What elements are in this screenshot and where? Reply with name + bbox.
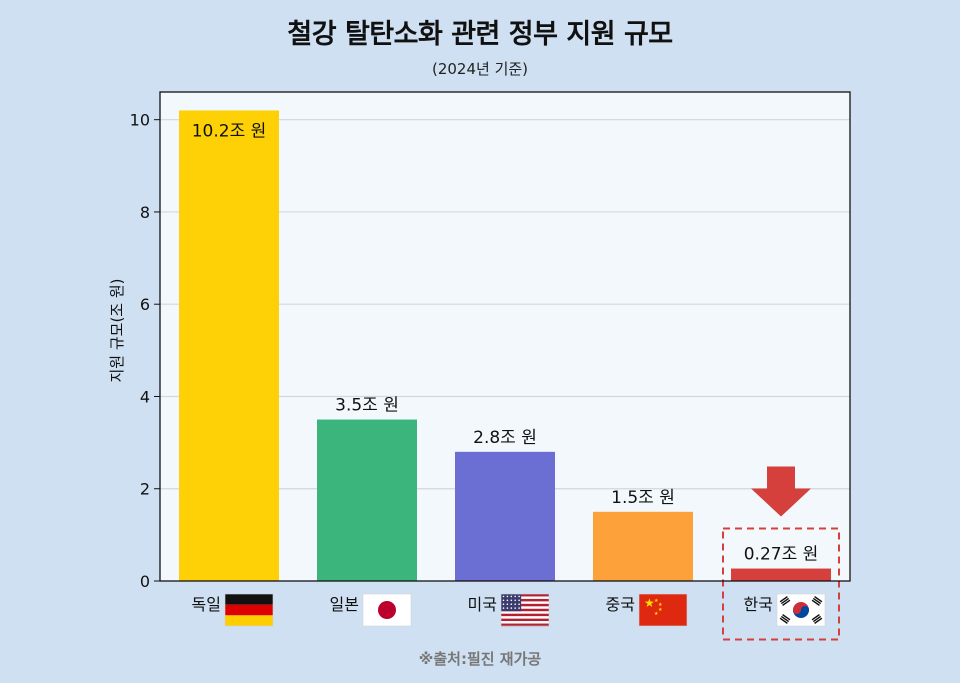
category-label: 일본 [330, 595, 359, 614]
category-axis: 독일 일본 미국 중국 ★ ★★★★ 한국 [192, 593, 826, 627]
category-label: 한국 [744, 595, 773, 614]
bar-1 [317, 419, 417, 581]
china-flag: ★ ★★★★ [638, 593, 688, 627]
japan-flag [362, 593, 412, 627]
data-label: 3.5조 원 [335, 396, 399, 416]
svg-text:★: ★ [658, 602, 663, 608]
data-labels: 10.2조 원 3.5조 원 2.8조 원 1.5조 원 0.27조 원 [192, 121, 819, 564]
usa-flag [500, 593, 550, 627]
korea-flag [776, 593, 826, 627]
y-axis-label: 지원 규모(조 원) [108, 278, 126, 382]
source-note: ※출처:필진 재가공 [418, 650, 542, 668]
category-label: 미국 [468, 595, 497, 614]
germany-flag [224, 593, 274, 627]
category-label: 중국 [606, 595, 635, 614]
svg-text:★: ★ [654, 611, 659, 617]
y-axis: 0 2 4 6 8 10 [130, 111, 160, 591]
bar-0 [179, 110, 279, 582]
data-label: 0.27조 원 [744, 545, 819, 565]
data-label: 2.8조 원 [473, 428, 537, 448]
y-tick-label: 2 [140, 480, 150, 499]
y-tick-label: 4 [140, 387, 150, 406]
svg-text:★: ★ [658, 607, 663, 613]
y-tick-label: 0 [140, 572, 150, 591]
chart-subtitle: (2024년 기준) [431, 60, 529, 78]
bar-3 [593, 511, 693, 581]
chart-title: 철강 탈탄소화 관련 정부 지원 규모 [287, 19, 673, 50]
highlight-group [722, 466, 840, 641]
data-label: 10.2조 원 [192, 121, 267, 141]
svg-text:★: ★ [644, 596, 655, 610]
data-label: 1.5조 원 [611, 488, 675, 508]
bars [179, 110, 831, 582]
category-label: 독일 [192, 595, 221, 614]
plot-border [159, 91, 851, 582]
y-tick-label: 8 [140, 203, 150, 222]
bar-4 [731, 568, 831, 581]
svg-text:★: ★ [654, 598, 659, 604]
down-arrow-icon [751, 466, 811, 517]
y-tick-label: 10 [130, 111, 150, 130]
bar-2 [455, 451, 555, 581]
highlight-box [722, 527, 840, 641]
y-tick-label: 6 [140, 295, 150, 314]
